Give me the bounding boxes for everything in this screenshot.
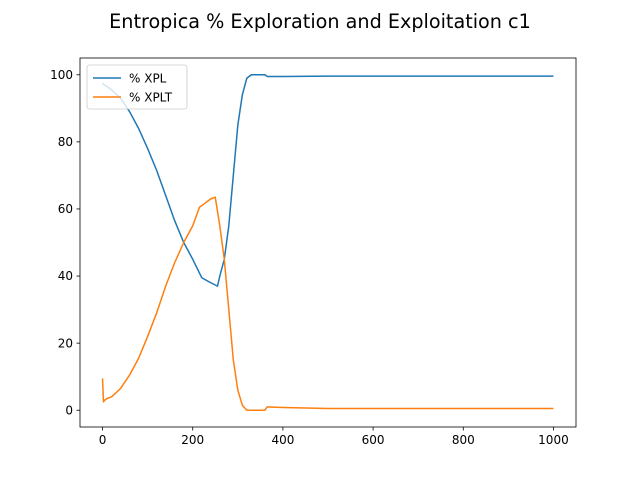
y-tick-label: 0 bbox=[65, 403, 73, 417]
y-tick-label: 40 bbox=[58, 269, 73, 283]
series-line-2 bbox=[101, 196, 554, 411]
series-line-1 bbox=[101, 74, 554, 287]
y-tick-label: 80 bbox=[58, 135, 73, 149]
legend-label-1: % XPL bbox=[129, 71, 167, 85]
x-tick-label: 400 bbox=[271, 433, 294, 447]
x-tick-label: 800 bbox=[452, 433, 475, 447]
x-tick-label: 600 bbox=[362, 433, 385, 447]
x-tick-label: 0 bbox=[99, 433, 107, 447]
x-tick-label: 200 bbox=[181, 433, 204, 447]
chart-title: Entropica % Exploration and Exploitation… bbox=[109, 10, 531, 33]
y-tick-label: 100 bbox=[50, 68, 73, 82]
legend-label-2: % XPLT bbox=[129, 90, 173, 104]
x-tick-label: 1000 bbox=[538, 433, 569, 447]
legend-box bbox=[86, 64, 188, 110]
y-tick-label: 60 bbox=[58, 202, 73, 216]
y-tick-label: 20 bbox=[58, 336, 73, 350]
axes-frame bbox=[79, 57, 577, 428]
plot-area: 0 200 400 600 800 1000 0 20 40 60 80 100 % XPL % XPLT bbox=[50, 57, 577, 447]
